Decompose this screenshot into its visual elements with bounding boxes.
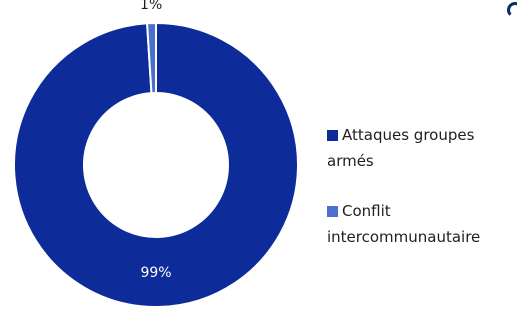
slice-conflit-intercommunautaire: [146, 21, 157, 95]
legend-item-conflit: Conflit intercommunautaire: [327, 198, 512, 250]
donut-chart: 99% 1%: [13, 0, 299, 308]
legend: Attaques groupes armés Conflit intercomm…: [327, 122, 512, 250]
data-label-1: 1%: [140, 0, 162, 13]
slice-attaques-groupes-armes: [13, 21, 299, 308]
legend-label: Attaques groupes armés: [327, 126, 475, 170]
data-labels-group: 99% 1%: [140, 0, 172, 281]
slices-group: [13, 21, 299, 308]
legend-item-attaques: Attaques groupes armés: [327, 122, 512, 174]
partial-logo-icon: [507, 2, 517, 18]
legend-swatch: [327, 130, 338, 141]
legend-swatch: [327, 206, 338, 217]
data-label-0: 99%: [140, 265, 171, 281]
legend-label: Conflit intercommunautaire: [327, 202, 481, 246]
